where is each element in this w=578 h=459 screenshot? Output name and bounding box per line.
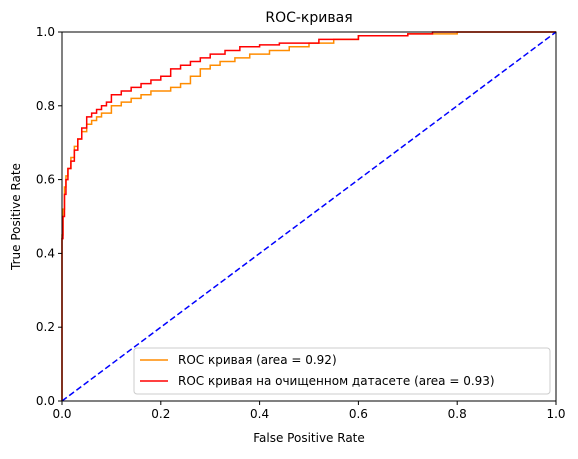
y-tick-label: 0.2 (36, 320, 55, 334)
x-tick-label: 0.0 (52, 407, 71, 421)
x-tick-label: 0.6 (349, 407, 368, 421)
y-tick-label: 0.6 (36, 173, 55, 187)
x-tick-label: 0.8 (448, 407, 467, 421)
roc-series-line-2 (61, 31, 556, 401)
x-axis-label: False Positive Rate (253, 431, 365, 445)
x-tick-label: 0.4 (250, 407, 269, 421)
legend-label: ROC кривая на очищенном датасете (area =… (178, 374, 495, 388)
y-tick-label: 0.8 (36, 99, 55, 113)
diagonal-reference-line (61, 31, 557, 402)
legend-box (133, 347, 551, 395)
ticks-layer: 0.0 0.2 0.4 0.6 0.8 1.0 0.0 0.2 0.4 0.6 0.8 1.0 (36, 25, 566, 421)
x-tick-label: 1.0 (546, 407, 565, 421)
y-axis-label: True Positive Rate (9, 163, 23, 271)
roc-series-line-1 (61, 31, 556, 401)
y-tick-label: 0.0 (36, 394, 55, 408)
y-tick-label: 0.4 (36, 246, 55, 260)
legend-label: ROC кривая (area = 0.92) (178, 353, 337, 367)
chart-title: ROC-кривая (265, 10, 352, 26)
x-tick-label: 0.2 (151, 407, 170, 421)
series-layer (61, 31, 557, 402)
legend: ROC кривая (area = 0.92) ROC кривая на оч… (133, 347, 551, 395)
plot-frame (61, 31, 557, 402)
y-tick-label: 1.0 (36, 25, 55, 39)
